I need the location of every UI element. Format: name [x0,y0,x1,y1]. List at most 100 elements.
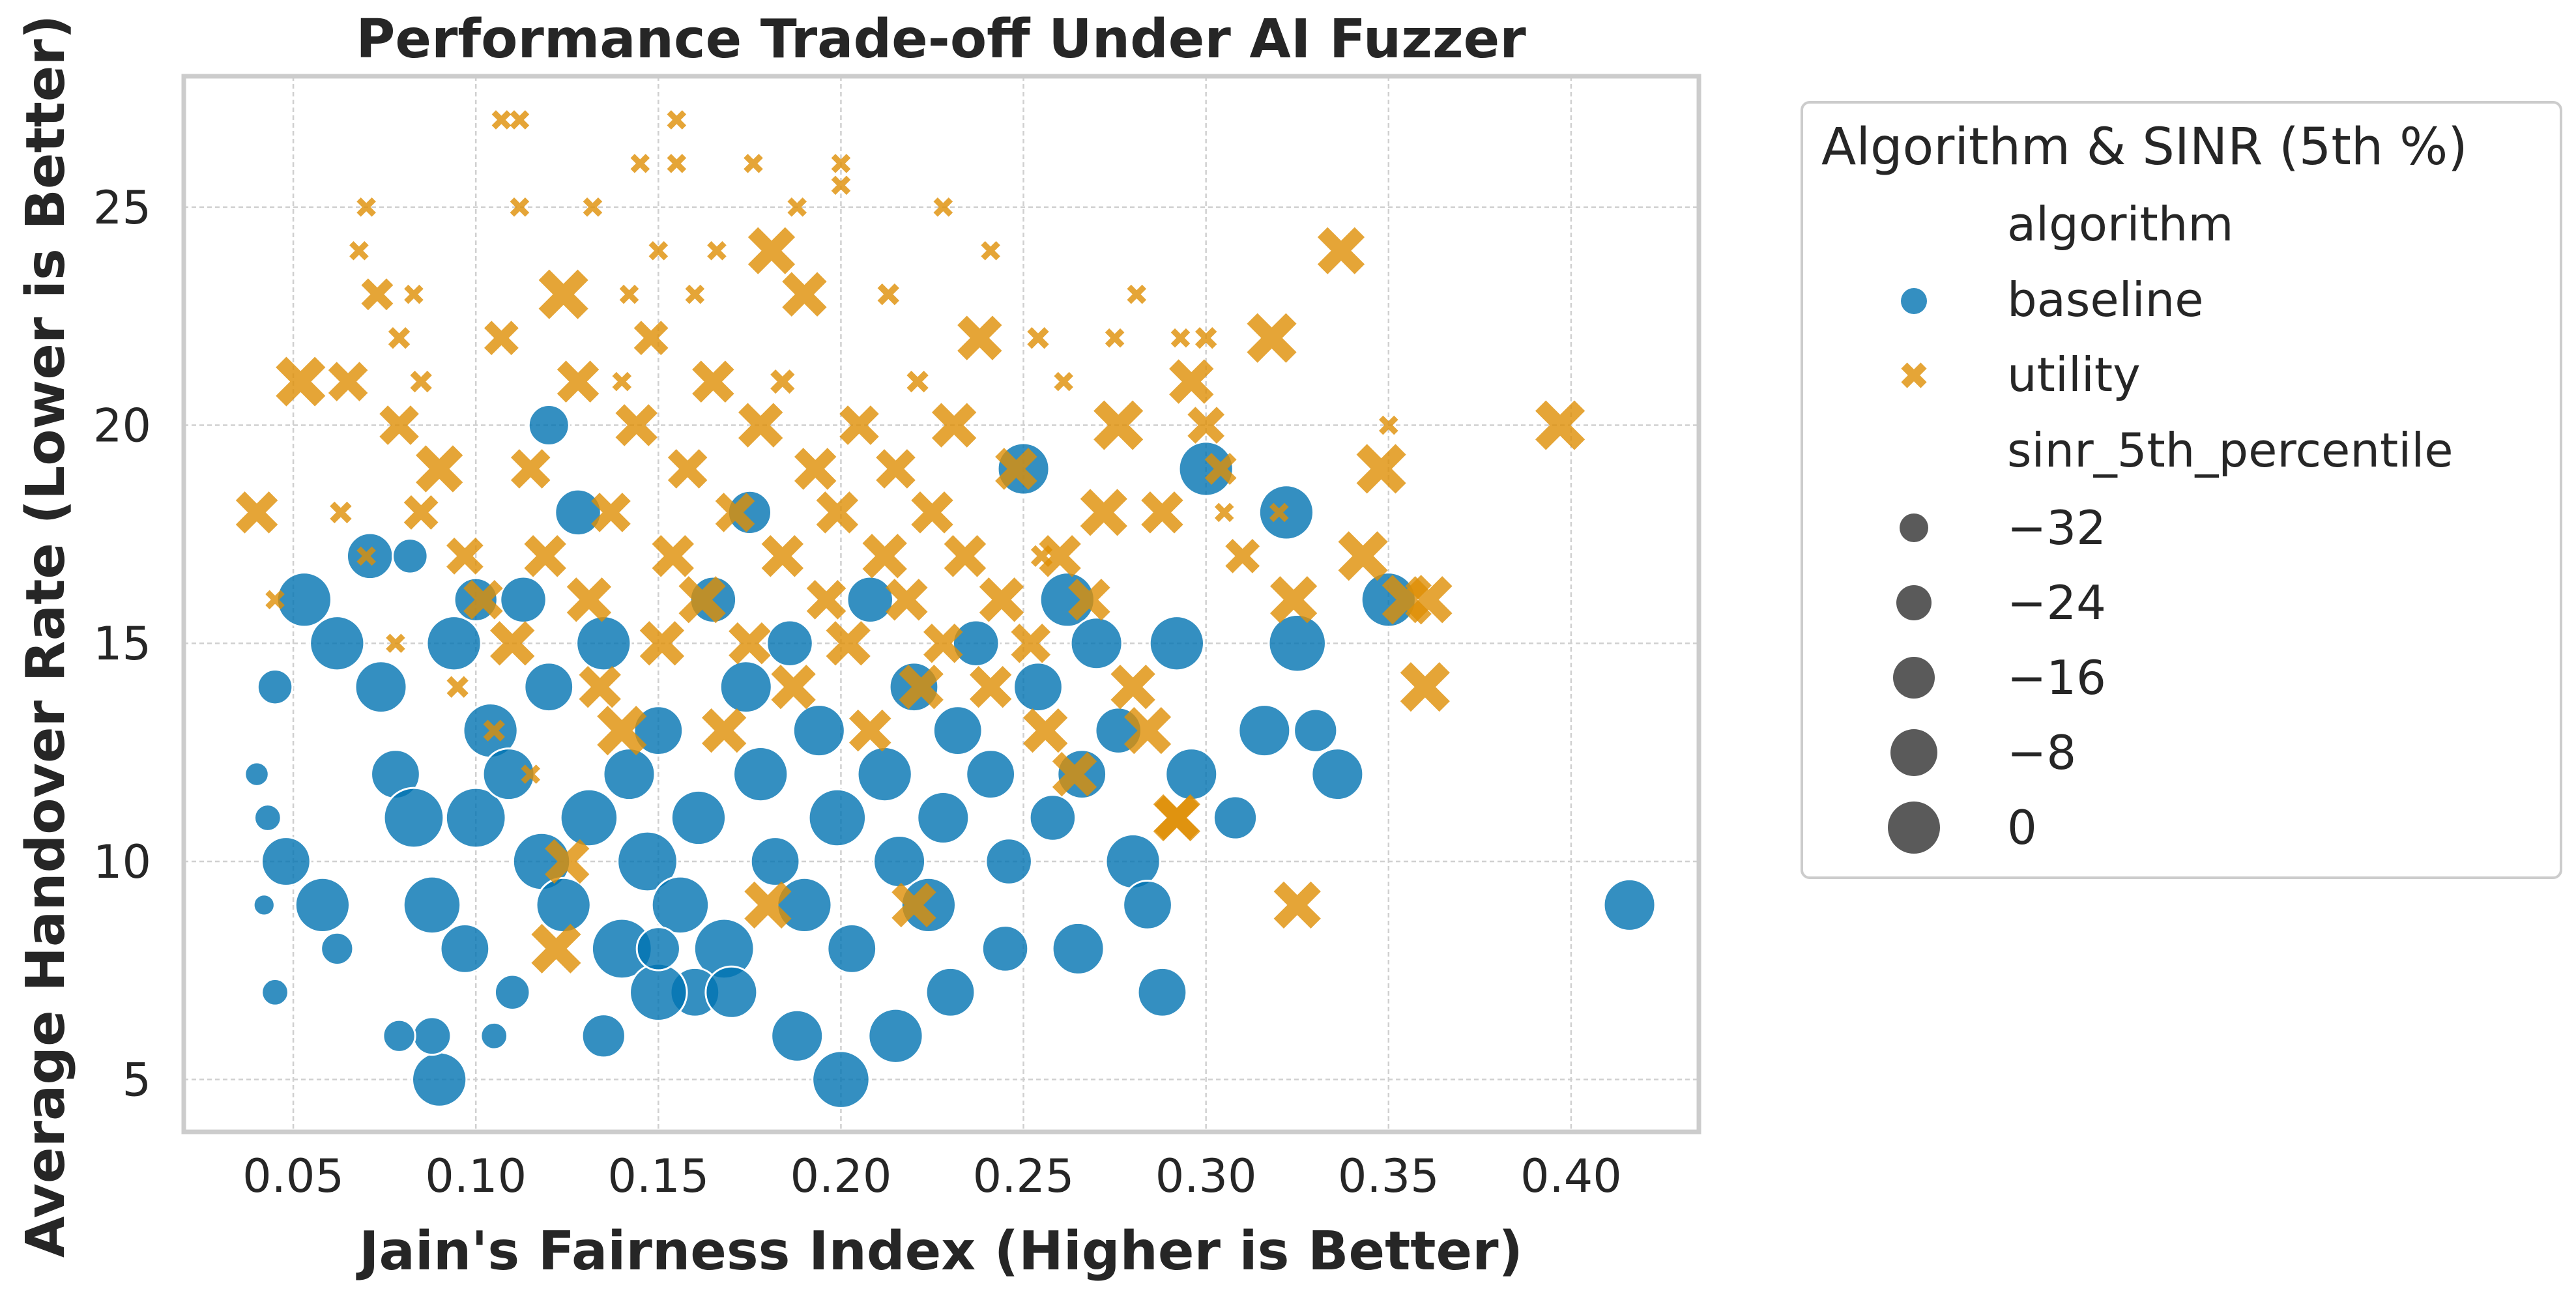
data-point-utility [1247,313,1297,363]
data-point-baseline [256,668,294,706]
data-point-baseline [276,571,333,628]
data-point-utility [933,197,953,217]
data-point-utility [510,449,551,489]
data-point-utility [729,622,771,665]
data-point-baseline [965,749,1017,800]
data-point-utility [1054,371,1073,392]
data-point-baseline [650,875,710,935]
data-point-baseline [309,615,366,672]
legend-size-label: −8 [2007,725,2076,780]
data-point-utility [761,535,804,577]
data-point-utility [1169,359,1214,404]
y-tick-label: 5 [122,1054,151,1107]
data-point-baseline [985,837,1033,886]
data-point-utility [1154,795,1200,841]
data-point-baseline [867,1007,924,1064]
legend: Algorithm & SINR (5th %) algorithm basel… [1801,101,2562,879]
data-point-utility [538,269,588,319]
data-point-utility [1141,491,1183,534]
data-point-utility [566,577,612,622]
data-point-utility [911,491,953,534]
data-point-utility [979,577,1024,622]
legend-marker-utility [1901,362,1927,388]
data-point-utility [639,621,685,666]
data-point-utility [667,154,687,173]
data-point-baseline [1212,795,1258,841]
data-point-utility [1225,538,1260,573]
data-point-baseline [732,745,789,803]
data-point-utility [648,240,669,261]
data-point-utility [1214,502,1234,523]
legend-size-label: 0 [2007,800,2037,855]
data-point-utility [1187,407,1225,444]
data-point-utility [1105,328,1125,348]
data-point-utility [1039,535,1081,577]
chart-title: Performance Trade-off Under AI Fuzzer [356,8,1526,70]
y-tick-label: 20 [93,399,151,453]
x-tick-label: 0.40 [1520,1149,1622,1203]
legend-label-baseline: baseline [2007,272,2204,327]
data-point-utility [1123,707,1172,755]
data-point-baseline [916,791,970,845]
legend-size-marker [1893,657,1935,699]
data-point-utility [1379,415,1398,435]
data-point-utility [1317,227,1365,274]
data-point-utility [583,197,603,217]
data-point-utility [579,665,621,708]
data-point-utility [446,538,484,575]
data-point-baseline [320,931,355,966]
data-point-baseline [629,962,688,1022]
data-point-utility [849,709,891,752]
plot-area-background [184,76,1699,1132]
data-point-utility [491,110,512,130]
data-point-utility [1080,489,1127,536]
data-point-utility [944,535,987,577]
data-point-utility [619,284,639,304]
data-point-utility [463,580,503,620]
legend-size-marker [1896,585,1932,620]
data-point-baseline [1165,747,1219,802]
data-point-utility [1270,576,1318,624]
data-point-baseline [846,575,895,624]
data-point-baseline [244,761,270,787]
data-point-utility [510,197,530,217]
data-point-baseline [670,789,727,846]
data-point-utility [1093,400,1144,450]
data-point-utility [1338,531,1388,581]
data-point-utility [330,501,352,524]
data-point-utility [633,321,669,356]
data-point-baseline [932,705,983,757]
data-point-utility [597,706,647,756]
data-point-baseline [856,745,913,803]
data-point-baseline [411,1051,468,1108]
x-tick-label: 0.20 [790,1149,892,1203]
x-tick-label: 0.30 [1155,1149,1257,1203]
data-point-baseline [1069,616,1123,671]
data-point-utility [388,326,411,349]
data-point-utility [1170,328,1191,348]
data-point-utility [483,719,505,742]
data-point-baseline [1028,794,1077,842]
data-point-utility [615,404,658,446]
data-point-utility [1110,665,1155,710]
legend-size-entries: −32 −24 −16 −8 0 [1888,500,2106,855]
data-point-utility [531,923,581,974]
data-point-baseline [493,974,531,1011]
data-point-utility [379,405,419,445]
data-point-baseline [444,787,507,849]
data-point-utility [356,197,376,217]
data-point-utility [328,362,368,401]
data-point-utility [524,535,566,577]
data-point-utility [969,665,1012,708]
data-point-baseline [1237,704,1292,758]
data-point-baseline [1148,615,1205,672]
data-point-utility [744,154,763,173]
data-point-baseline [1602,878,1657,932]
data-point-utility [591,493,631,532]
x-tick-label: 0.15 [607,1149,709,1203]
data-point-utility [545,839,590,884]
data-point-utility [782,272,827,317]
data-point-utility [349,240,369,261]
data-point-baseline [426,615,482,672]
